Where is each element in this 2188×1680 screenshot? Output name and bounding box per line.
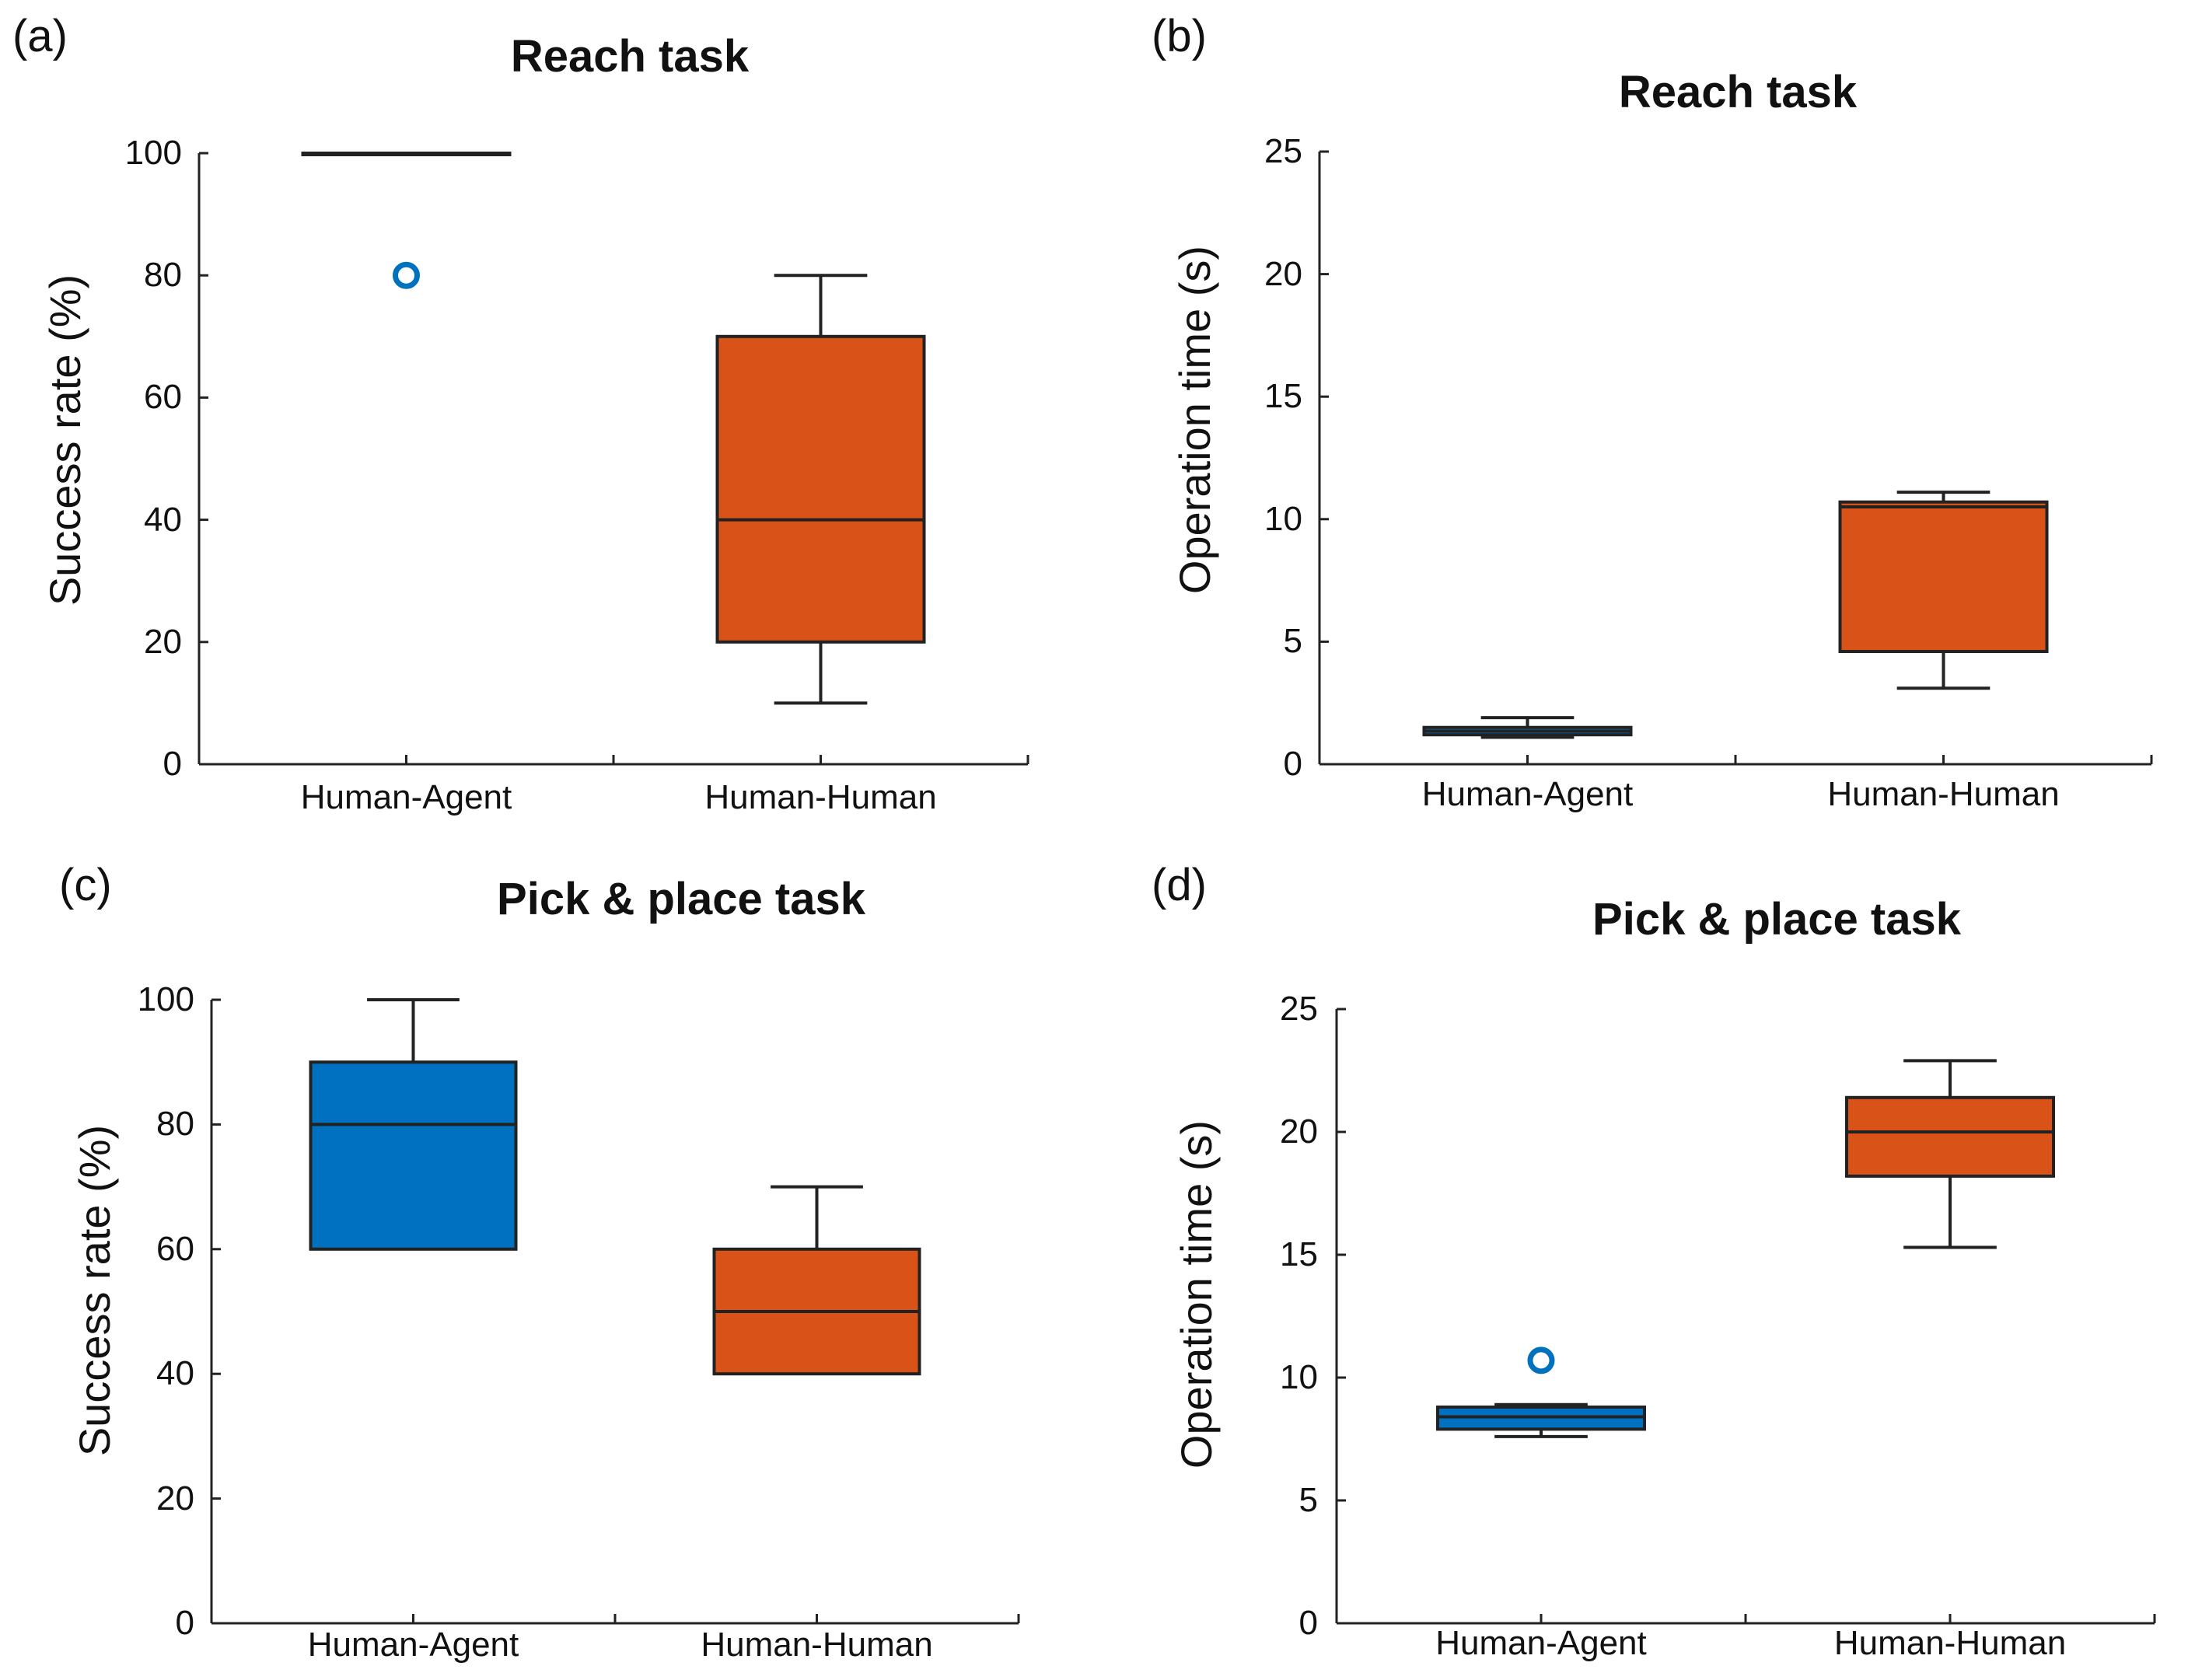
iqr-box — [715, 334, 926, 644]
y-tick-label: 0 — [1298, 1604, 1318, 1642]
panel-a: (a) Reach task Success rate (%) 0 20 40 60 8… — [0, 0, 1094, 840]
box-human-agent — [1436, 1346, 1646, 1438]
x-tick-label: Human-Agent — [307, 1626, 519, 1664]
box-human-human — [712, 1185, 921, 1376]
box-human-agent — [301, 152, 512, 289]
box-human-human — [1845, 1059, 2055, 1249]
plot-area — [1318, 150, 2153, 766]
x-tick-label: Human-Agent — [1421, 775, 1634, 813]
plot-area — [210, 998, 1020, 1625]
y-tick-label: 20 — [1264, 254, 1302, 293]
box-human-agent — [1422, 716, 1633, 739]
y-tick-label: 5 — [1283, 622, 1302, 661]
y-tick-label: 15 — [1264, 377, 1302, 416]
y-tick-label: 25 — [1280, 990, 1318, 1028]
panel-label: (a) — [12, 11, 68, 61]
box-human-human — [715, 274, 926, 705]
outlier-point — [393, 261, 420, 289]
y-tick-label: 15 — [1280, 1235, 1318, 1273]
chart-title: Reach task — [510, 31, 750, 82]
y-tick-label: 0 — [175, 1604, 194, 1642]
y-tick-label: 80 — [156, 1105, 194, 1144]
panel-c: (c) Pick & place task Success rate (%) 0… — [0, 840, 1094, 1679]
iqr-box — [1838, 500, 2049, 654]
panel-d: (d) Pick & place task Operation time (s)… — [1094, 840, 2188, 1679]
x-tick-label: Human-Human — [1833, 1624, 2067, 1662]
plot-area — [1335, 1008, 2156, 1625]
y-tick-label: 40 — [156, 1354, 194, 1393]
y-tick-label: 0 — [1283, 745, 1302, 783]
x-tick-label: Human-Human — [704, 778, 937, 816]
y-tick-label: 60 — [144, 378, 182, 417]
chart-title: Reach task — [1618, 67, 1858, 117]
y-tick-label: 10 — [1280, 1358, 1318, 1396]
box-human-agent — [309, 998, 518, 1251]
x-tick-label: Human-Human — [701, 1626, 933, 1664]
iqr-box — [309, 1060, 518, 1251]
panel-label: (b) — [1152, 11, 1207, 61]
y-tick-label: 20 — [144, 622, 182, 661]
y-tick-label: 40 — [144, 500, 182, 539]
x-tick-label: Human-Agent — [300, 778, 512, 816]
y-tick-label: 20 — [1280, 1112, 1318, 1151]
chart-title: Pick & place task — [1592, 894, 1961, 945]
panel-label: (d) — [1152, 860, 1207, 910]
y-tick-label: 5 — [1298, 1481, 1318, 1519]
y-tick-label: 80 — [144, 256, 182, 295]
outlier-point — [1527, 1346, 1555, 1374]
y-tick-label: 25 — [1264, 132, 1302, 170]
y-tick-label: 100 — [137, 980, 194, 1018]
box-human-human — [1838, 491, 2049, 690]
y-tick-label: 0 — [163, 745, 182, 783]
iqr-box — [1845, 1095, 2055, 1178]
y-tick-label: 20 — [156, 1479, 194, 1518]
x-tick-label: Human-Human — [1827, 775, 2060, 813]
y-tick-label: 60 — [156, 1229, 194, 1268]
chart-title: Pick & place task — [497, 874, 865, 924]
y-tick-label: 100 — [124, 134, 182, 172]
panel-b: (b) Reach task Operation time (s) 0 5 10 15… — [1094, 0, 2188, 840]
y-tick-label: 10 — [1264, 499, 1302, 538]
panel-label: (c) — [59, 860, 112, 910]
plot-area — [197, 152, 1029, 766]
x-tick-label: Human-Agent — [1435, 1624, 1647, 1662]
